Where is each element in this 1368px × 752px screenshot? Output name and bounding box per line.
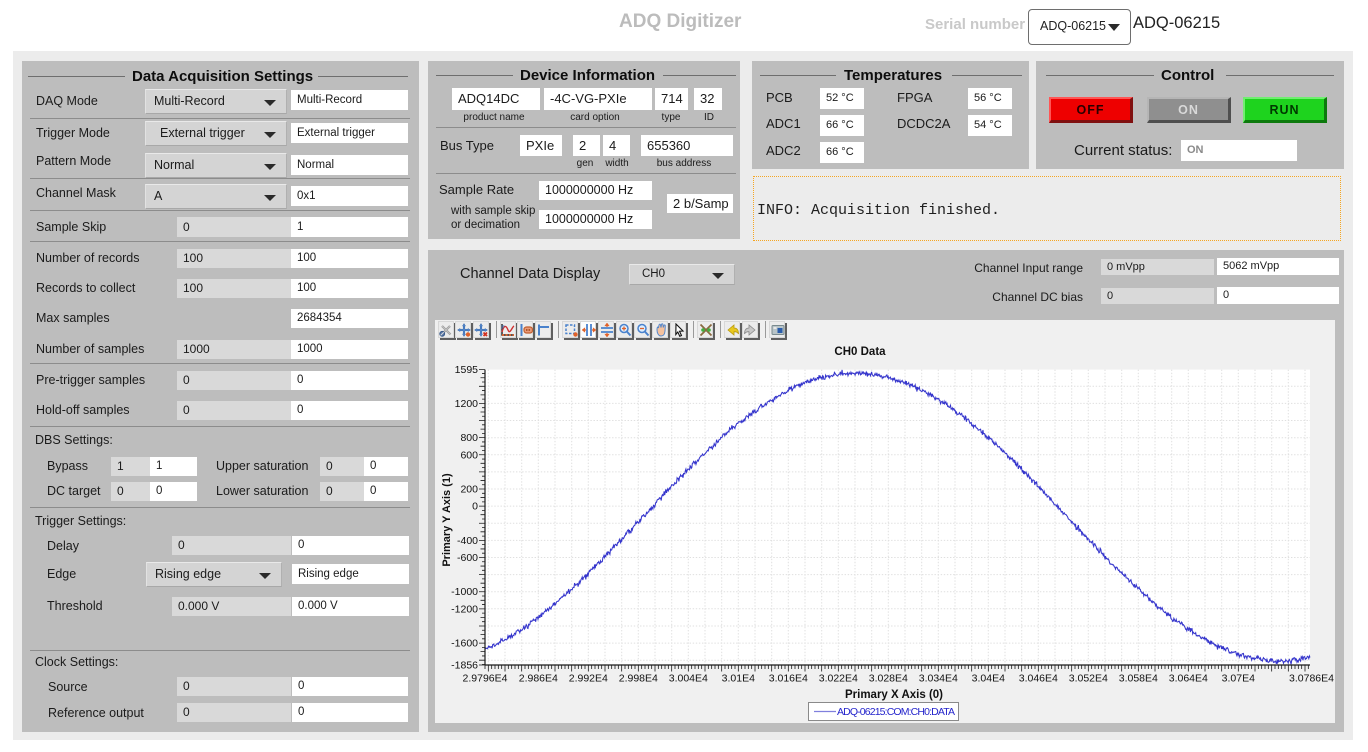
svg-text:CH0 Data: CH0 Data [834, 346, 886, 358]
svg-text:3.022E4: 3.022E4 [819, 673, 858, 685]
svg-text:3.064E4: 3.064E4 [1169, 673, 1208, 685]
svg-text:Primary Y Axis (1): Primary Y Axis (1) [441, 473, 453, 567]
svg-text:200: 200 [460, 484, 478, 496]
svg-text:2.986E4: 2.986E4 [519, 673, 558, 685]
svg-text:3.034E4: 3.034E4 [919, 673, 958, 685]
svg-text:2.998E4: 2.998E4 [619, 673, 658, 685]
svg-text:-1200: -1200 [451, 603, 478, 615]
svg-text:2.992E4: 2.992E4 [569, 673, 608, 685]
svg-text:-1600: -1600 [451, 638, 478, 650]
svg-text:3.052E4: 3.052E4 [1069, 673, 1108, 685]
svg-text:3.01E4: 3.01E4 [722, 673, 755, 685]
svg-text:3.028E4: 3.028E4 [869, 673, 908, 685]
svg-text:3.0786E4: 3.0786E4 [1289, 673, 1334, 685]
svg-text:-1000: -1000 [451, 586, 478, 598]
svg-text:Primary X Axis (0): Primary X Axis (0) [845, 689, 943, 701]
svg-text:-600: -600 [457, 552, 478, 564]
svg-text:0: 0 [472, 501, 478, 513]
svg-text:-400: -400 [457, 535, 478, 547]
svg-text:800: 800 [460, 432, 478, 444]
svg-text:3.004E4: 3.004E4 [669, 673, 708, 685]
svg-text:600: 600 [460, 449, 478, 461]
svg-text:ADQ-06215:COM:CH0:DATA: ADQ-06215:COM:CH0:DATA [837, 706, 955, 718]
svg-text:3.04E4: 3.04E4 [972, 673, 1005, 685]
svg-text:3.046E4: 3.046E4 [1019, 673, 1058, 685]
svg-text:3.058E4: 3.058E4 [1119, 673, 1158, 685]
svg-text:1595: 1595 [455, 364, 479, 376]
svg-text:3.07E4: 3.07E4 [1222, 673, 1255, 685]
svg-text:-1856: -1856 [451, 660, 478, 672]
svg-text:3.016E4: 3.016E4 [769, 673, 808, 685]
svg-text:2.9796E4: 2.9796E4 [463, 673, 508, 685]
svg-text:1200: 1200 [455, 398, 479, 410]
